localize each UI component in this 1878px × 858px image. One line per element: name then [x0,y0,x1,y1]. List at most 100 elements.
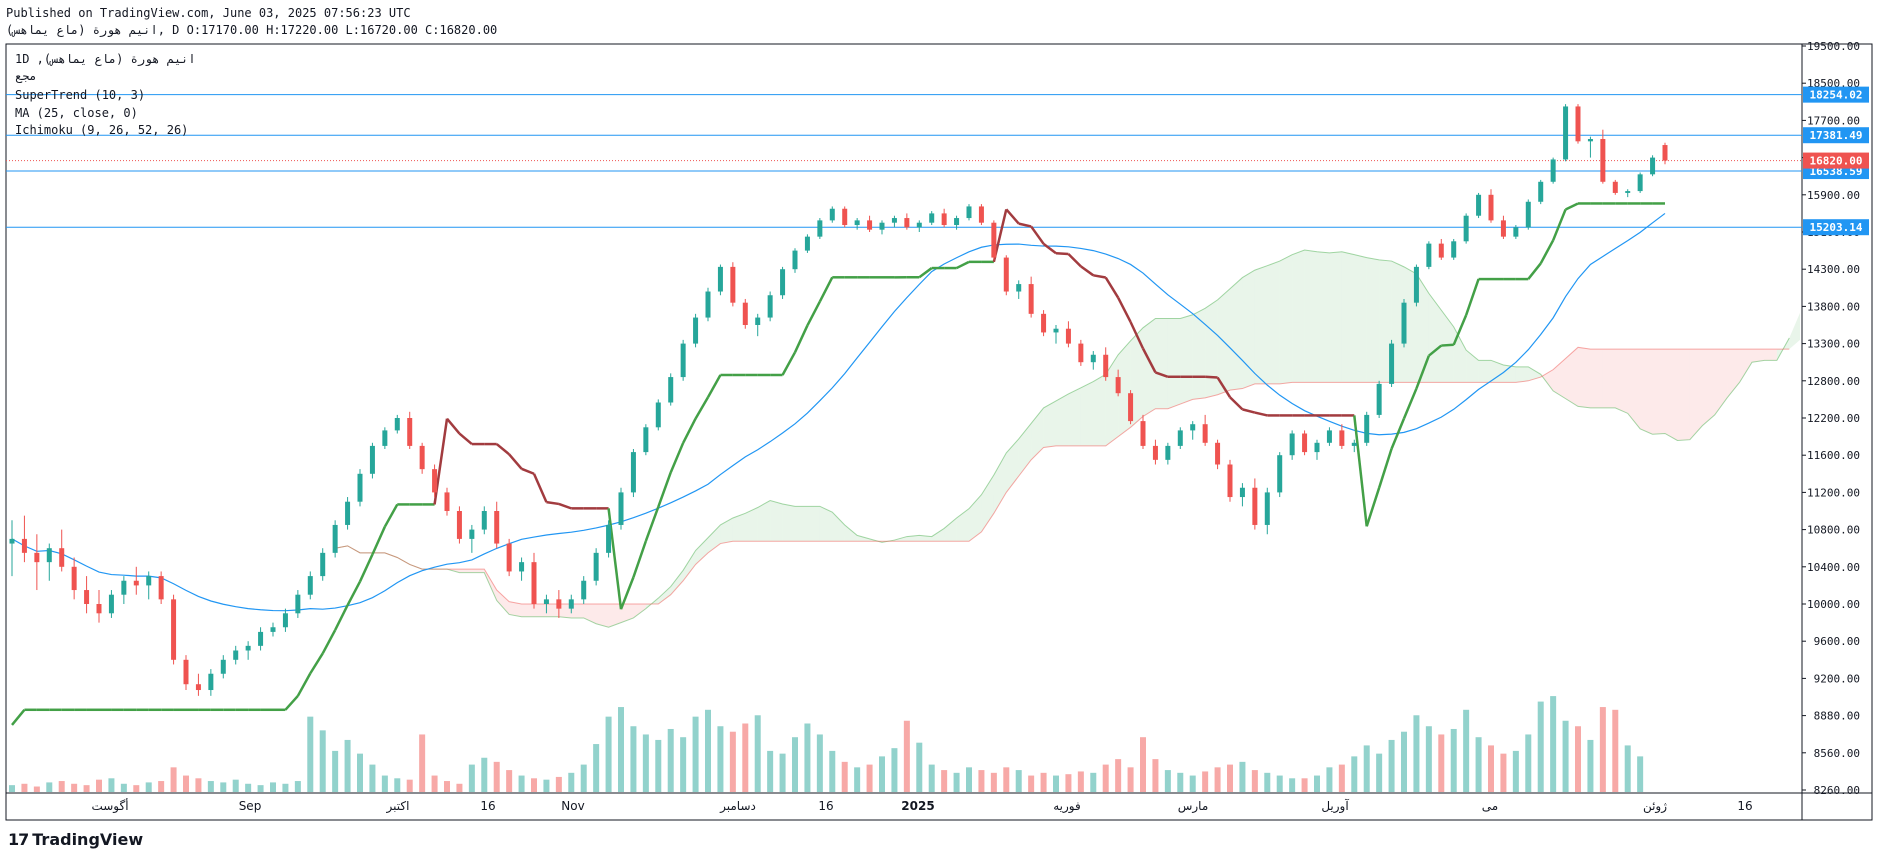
candle-body [1115,377,1121,394]
supertrend-segment [1428,344,1443,357]
candle-body [755,317,761,325]
supertrend-segment [956,260,970,270]
ichimoku-cloud-segment [1043,400,1056,448]
volume-bar [1053,775,1059,792]
volume-bar [307,716,314,792]
volume-bar [257,785,264,792]
candle [904,213,910,230]
ichimoku-cloud-segment [1565,347,1578,407]
candle-body [1326,430,1332,443]
volume-bar [966,767,972,792]
candle-body [1351,442,1357,446]
supertrend-segment [1464,278,1480,316]
ichimoku-cloud-segment [1404,266,1417,383]
candle-body [1413,266,1419,303]
ichimoku-cloud-segment [1118,340,1131,437]
candle [1364,411,1370,446]
supertrend-segment [446,417,461,435]
candle [817,218,823,239]
candle [991,220,997,260]
volume-bar [481,757,488,792]
time-tick-label: فوریه [1053,799,1081,814]
candle [929,211,935,226]
supertrend-segment [1377,448,1393,489]
supertrend-segment [632,540,648,578]
candle-body [456,511,462,539]
ichimoku-cloud-segment [1167,318,1181,409]
candle-body [966,206,972,219]
supertrend-segment [1005,208,1020,225]
volume-bar [903,720,910,792]
candle [282,608,288,632]
candle-body [1190,424,1196,431]
candle [1264,487,1270,535]
candle [804,234,810,253]
volume-bar [854,767,861,792]
ichimoku-cloud-segment [1317,251,1330,383]
volume-bar [1164,770,1171,792]
volume-bar [1512,750,1519,792]
candle-body [1550,159,1556,182]
candle-body [630,452,636,493]
price-tick-label: 13300.00 [1807,338,1860,351]
candle [46,543,52,581]
candle-body [780,269,786,296]
candle [1065,321,1071,348]
supertrend-segment [1539,239,1555,265]
legend-ma[interactable]: MA (25, close, 0) [15,106,138,120]
volume-bar [779,753,786,792]
candle [1215,439,1221,470]
candle-body [1451,241,1457,258]
candle-body [643,427,649,453]
ichimoku-cloud-segment [1428,293,1442,383]
ichimoku-cloud-segment [1366,257,1380,383]
candle-body [767,295,773,318]
level-badge: 17381.49 [1803,127,1869,144]
supertrend-segment [1551,208,1567,241]
price-tick-label: 10400.00 [1807,561,1860,574]
volume-bar [1301,778,1308,792]
candle [916,220,922,232]
volume-bar [1065,774,1072,792]
volume-bar [1363,745,1370,792]
candle [842,206,848,228]
price-tick-label: 19500.00 [1807,40,1860,53]
volume-bar [642,734,649,792]
last-price-badge: 16820.00 [1803,152,1869,169]
legend-ichimoku[interactable]: Ichimoku (9, 26, 52, 26) [15,123,189,137]
candle-body [407,418,413,446]
candle [34,534,40,591]
supertrend-segment [11,708,26,726]
candle [1625,189,1631,198]
volume-bar [120,783,127,792]
ichimoku-span-b [335,346,1790,605]
price-tick-label: 14300.00 [1807,263,1860,276]
supertrend-segment [1527,262,1542,280]
volume-bar [1413,715,1420,792]
candle-body [382,430,388,446]
supertrend-segment [383,503,399,528]
time-axis: أگوست Sep اكتبر 16 Nov دسامبر 16 2025 فوریه مارس آ… [91,798,1752,814]
volume-bar [1251,770,1258,792]
volume-bar [767,750,774,792]
candle-body [606,524,612,553]
volume-bar [990,772,997,792]
legend-supertrend[interactable]: SuperTrend (10, 3) [15,88,146,102]
candle-body [1637,174,1643,192]
candle-body [817,220,823,237]
volume-bar [1214,767,1221,792]
volume-bar [96,779,102,792]
candle [295,590,301,618]
supertrend-segment [1254,411,1268,417]
price-tick-label: 10000.00 [1807,598,1860,611]
supertrend-segment [284,695,299,711]
volume-bar [58,781,65,792]
candle [1401,298,1407,348]
candle [21,515,27,563]
volume-bar [692,716,699,792]
candle [1451,238,1457,260]
candle-body [867,220,873,230]
candle-body [829,208,835,221]
candle [1488,189,1494,223]
